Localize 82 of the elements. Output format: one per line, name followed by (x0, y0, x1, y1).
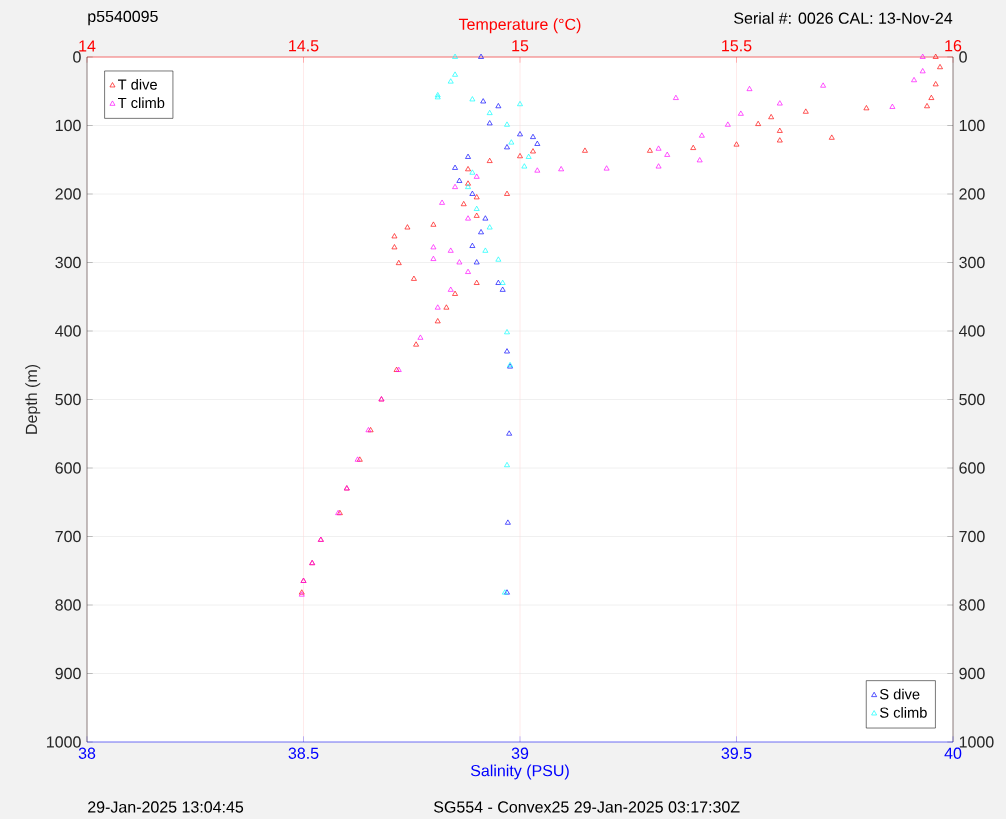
point (478, 229, 484, 235)
point (534, 140, 541, 146)
point (473, 205, 480, 211)
y2-tick-label: 1000 (959, 736, 994, 748)
point (504, 121, 510, 127)
text: SG554 - Convex25 29-Jan-2025 03:17:30Z (434, 801, 740, 813)
text: 29-Jan-2025 13:04:45 (88, 801, 244, 813)
y2-tick-label: 200 (959, 188, 985, 200)
x-axis-title: Salinity (PSU) (470, 764, 569, 780)
point (482, 247, 489, 253)
point (504, 461, 510, 468)
x-tick-label: 38.5 (288, 747, 319, 759)
y-tick-label: 500 (55, 393, 81, 406)
y2-tick-label: 0 (959, 51, 967, 63)
point (456, 177, 463, 183)
y2-tick-label: 900 (959, 667, 985, 680)
point (495, 103, 502, 109)
point (452, 71, 458, 77)
point (469, 96, 476, 102)
x2-tick-label: 14.5 (289, 40, 319, 52)
point (499, 279, 506, 285)
point (504, 329, 510, 335)
y2-tick-label: 400 (958, 325, 985, 337)
y-axis-title: Depth (m) (25, 364, 41, 434)
point (447, 78, 454, 84)
point (517, 131, 523, 137)
point (525, 153, 532, 159)
y2-tick-label: 600 (959, 462, 985, 474)
point (482, 215, 489, 221)
point (480, 98, 487, 104)
x2-tick-label: 14 (79, 40, 96, 52)
point (486, 120, 493, 126)
legend-label: S dive (880, 688, 920, 700)
y-tick-label: 200 (55, 188, 81, 200)
point (505, 519, 511, 525)
x-tick-label: 39.5 (721, 747, 752, 759)
point (508, 139, 515, 145)
x-tick-label: 39 (511, 747, 529, 759)
legend-label: T climb (118, 97, 165, 109)
point (486, 224, 493, 230)
y-tick-label: 600 (55, 462, 81, 474)
point (499, 286, 506, 292)
x2-tick-label: 15 (512, 40, 529, 52)
point (504, 144, 510, 150)
point (469, 169, 476, 175)
point (521, 163, 528, 169)
x-tick-label: 38 (78, 747, 96, 759)
point (473, 259, 480, 265)
point (495, 256, 502, 262)
legend-label: T dive (118, 78, 157, 90)
y-tick-label: 300 (55, 256, 81, 269)
y-tick-label: 700 (55, 530, 81, 543)
point (465, 153, 471, 159)
point (469, 242, 476, 248)
point (486, 109, 493, 115)
y-tick-label: 0 (73, 51, 81, 63)
x-tick-label: 40 (944, 747, 962, 759)
y-tick-label: 100 (55, 119, 81, 132)
y-tick-label: 900 (55, 667, 81, 680)
x2-axis-title: Temperature (°C) (458, 18, 581, 34)
point (495, 279, 502, 285)
x2-tick-label: 16 (945, 40, 962, 52)
y-tick-label: 800 (55, 599, 81, 611)
y-tick-label: 400 (55, 325, 81, 337)
text: Serial #: 0026 CAL: 13-Nov-24 (734, 12, 953, 24)
y-tick-label: 1000 (47, 736, 81, 748)
point (530, 133, 536, 139)
y2-tick-label: 500 (959, 393, 985, 406)
point (504, 348, 510, 354)
point (452, 164, 458, 170)
point (469, 190, 476, 196)
text: p5540095 (88, 10, 158, 26)
point (517, 101, 523, 107)
y2-tick-label: 300 (959, 256, 985, 269)
legend-label: S climb (880, 707, 927, 718)
y2-tick-label: 100 (959, 119, 985, 132)
y2-tick-label: 700 (959, 530, 985, 543)
point (506, 430, 513, 436)
point (452, 53, 458, 59)
point (478, 53, 484, 59)
x2-tick-label: 15.5 (722, 40, 752, 52)
y2-tick-label: 800 (959, 599, 985, 611)
